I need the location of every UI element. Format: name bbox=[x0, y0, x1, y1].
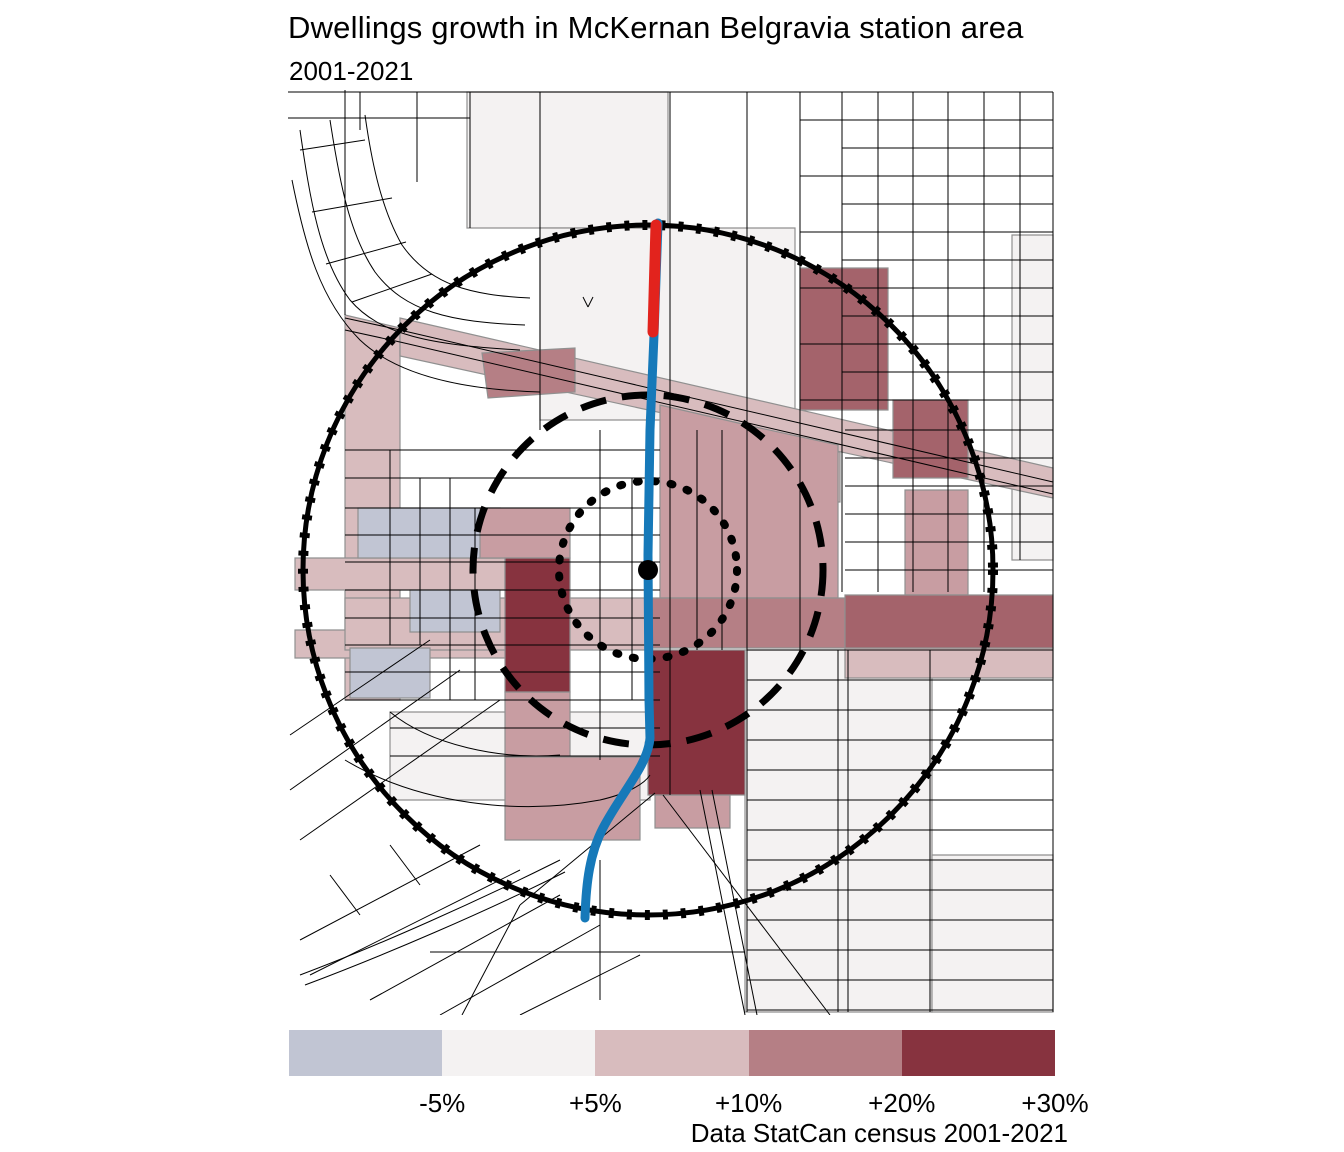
street bbox=[299, 699, 501, 841]
legend-label: +10% bbox=[714, 1088, 783, 1118]
legend: -5% +5% +10% +20% +30% bbox=[289, 1030, 1089, 1120]
census-block bbox=[844, 647, 1054, 679]
census-block bbox=[504, 557, 571, 693]
figure-subtitle: 2001-2021 bbox=[289, 56, 414, 86]
street bbox=[399, 341, 1054, 495]
street bbox=[461, 904, 521, 1015]
street bbox=[304, 871, 566, 986]
street bbox=[399, 329, 1054, 483]
census-block bbox=[479, 507, 571, 559]
lrt-line bbox=[580, 218, 663, 923]
street bbox=[289, 639, 431, 736]
census-block bbox=[799, 267, 889, 411]
census-blocks bbox=[294, 91, 1054, 1013]
census-block bbox=[1011, 234, 1054, 561]
transit-lines bbox=[580, 218, 663, 923]
street bbox=[344, 759, 651, 807]
street bbox=[299, 129, 521, 351]
buffer-ring-outer-texture bbox=[298, 220, 998, 920]
legend-label: +20% bbox=[868, 1088, 936, 1118]
census-block bbox=[466, 91, 669, 229]
street bbox=[325, 241, 407, 265]
census-block bbox=[481, 347, 576, 399]
legend-label: +30% bbox=[1021, 1088, 1089, 1118]
station-marker bbox=[638, 560, 658, 580]
street bbox=[351, 273, 433, 303]
street bbox=[311, 197, 393, 213]
street bbox=[291, 179, 541, 393]
legend-swatch bbox=[595, 1030, 749, 1076]
street bbox=[519, 954, 641, 1015]
census-block bbox=[931, 854, 1054, 1013]
street bbox=[289, 669, 461, 791]
street bbox=[389, 844, 421, 886]
street bbox=[519, 792, 656, 906]
street bbox=[582, 296, 589, 308]
street bbox=[587, 296, 594, 308]
figure-title: Dwellings growth in McKernan Belgravia s… bbox=[288, 10, 1024, 45]
street bbox=[299, 139, 366, 151]
legend-swatch bbox=[901, 1030, 1056, 1076]
street bbox=[299, 859, 561, 976]
legend-label: -5% bbox=[419, 1088, 466, 1118]
street-network bbox=[288, 90, 1054, 1015]
street bbox=[439, 924, 601, 1015]
street bbox=[389, 711, 561, 757]
street bbox=[364, 114, 531, 299]
legend-swatches bbox=[289, 1030, 1056, 1076]
legend-swatch bbox=[289, 1030, 443, 1076]
legend-label: +5% bbox=[569, 1088, 622, 1118]
lrt-extension-segment bbox=[647, 219, 662, 338]
street bbox=[662, 794, 831, 1015]
legend-swatch bbox=[748, 1030, 902, 1076]
legend-swatch bbox=[442, 1030, 596, 1076]
census-block bbox=[409, 589, 501, 633]
census-block bbox=[844, 594, 1054, 649]
street bbox=[369, 894, 561, 1001]
street bbox=[344, 317, 401, 331]
street bbox=[699, 789, 746, 1015]
census-block bbox=[349, 647, 431, 699]
street bbox=[329, 119, 526, 326]
street bbox=[329, 874, 361, 916]
street bbox=[299, 844, 481, 941]
data-source-caption: Data StatCan census 2001-2021 bbox=[690, 1118, 1068, 1148]
